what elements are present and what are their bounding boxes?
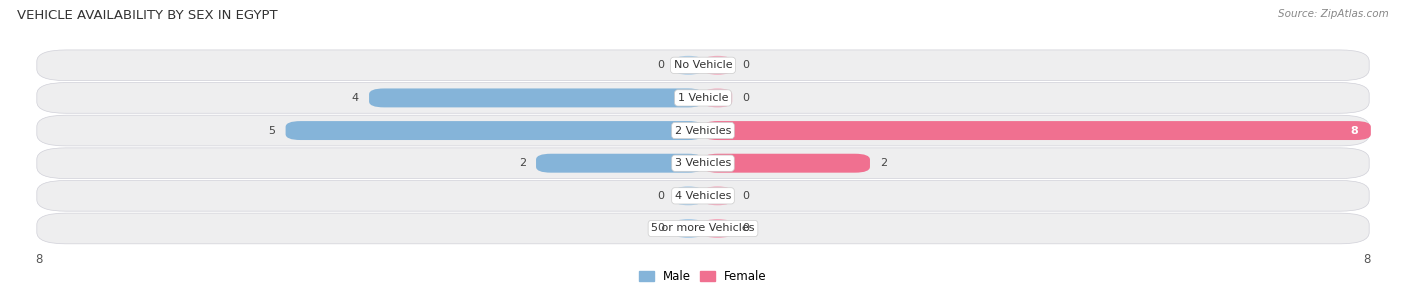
FancyBboxPatch shape	[673, 219, 703, 238]
FancyBboxPatch shape	[285, 121, 703, 140]
Text: 5: 5	[269, 125, 276, 136]
FancyBboxPatch shape	[37, 83, 1369, 113]
Text: 2: 2	[880, 158, 887, 168]
FancyBboxPatch shape	[703, 154, 870, 173]
Text: 2 Vehicles: 2 Vehicles	[675, 125, 731, 136]
FancyBboxPatch shape	[703, 56, 733, 75]
FancyBboxPatch shape	[703, 219, 733, 238]
Text: Source: ZipAtlas.com: Source: ZipAtlas.com	[1278, 9, 1389, 19]
FancyBboxPatch shape	[37, 181, 1369, 211]
Text: 4: 4	[352, 93, 359, 103]
Text: 1 Vehicle: 1 Vehicle	[678, 93, 728, 103]
Legend: Male, Female: Male, Female	[634, 265, 772, 288]
FancyBboxPatch shape	[37, 50, 1369, 80]
Text: 3 Vehicles: 3 Vehicles	[675, 158, 731, 168]
Text: 0: 0	[742, 93, 749, 103]
Text: VEHICLE AVAILABILITY BY SEX IN EGYPT: VEHICLE AVAILABILITY BY SEX IN EGYPT	[17, 9, 277, 22]
Text: No Vehicle: No Vehicle	[673, 60, 733, 70]
FancyBboxPatch shape	[368, 88, 703, 107]
Text: 0: 0	[742, 191, 749, 201]
Text: 4 Vehicles: 4 Vehicles	[675, 191, 731, 201]
FancyBboxPatch shape	[37, 115, 1369, 146]
Text: 0: 0	[742, 223, 749, 233]
FancyBboxPatch shape	[37, 213, 1369, 244]
FancyBboxPatch shape	[703, 121, 1371, 140]
FancyBboxPatch shape	[536, 154, 703, 173]
Text: 0: 0	[657, 223, 664, 233]
Text: 8: 8	[1351, 125, 1358, 136]
FancyBboxPatch shape	[673, 186, 703, 205]
Text: 0: 0	[657, 191, 664, 201]
Text: 5 or more Vehicles: 5 or more Vehicles	[651, 223, 755, 233]
Text: 8: 8	[1364, 253, 1371, 266]
FancyBboxPatch shape	[37, 148, 1369, 178]
Text: 2: 2	[519, 158, 526, 168]
Text: 8: 8	[35, 253, 42, 266]
FancyBboxPatch shape	[703, 186, 733, 205]
Text: 0: 0	[742, 60, 749, 70]
FancyBboxPatch shape	[673, 56, 703, 75]
Text: 0: 0	[657, 60, 664, 70]
FancyBboxPatch shape	[703, 88, 733, 107]
